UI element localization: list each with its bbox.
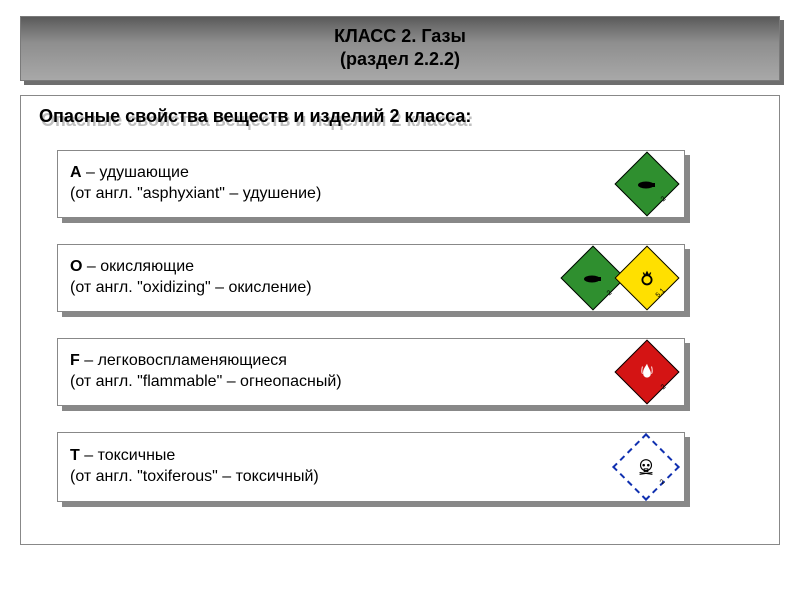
section-title-wrap: Опасные свойства веществ и изделий 2 кла…	[39, 106, 761, 132]
skull-icon: 2	[612, 433, 680, 501]
property-item: A – удушающие (от англ. "asphyxiant" – уд…	[57, 150, 685, 218]
item-letter: O	[70, 258, 82, 275]
header-banner: КЛАСС 2. Газы (раздел 2.2.2)	[20, 16, 780, 81]
item-text: O – окисляющие (от англ. "oxidizing" – ок…	[70, 257, 312, 299]
hazard-number: 2	[660, 195, 668, 203]
gas-cylinder-icon: 2	[614, 151, 679, 216]
item-label: – легковоспламеняющиеся	[80, 352, 287, 369]
hazard-number: 2	[606, 289, 614, 297]
content-panel: Опасные свойства веществ и изделий 2 кла…	[20, 95, 780, 545]
items-list: A – удушающие (от англ. "asphyxiant" – уд…	[39, 150, 761, 502]
pictogram-group: 2	[624, 349, 670, 395]
flame-icon: 2	[614, 339, 679, 404]
item-sub: (от англ. "asphyxiant" – удушение)	[70, 185, 321, 202]
item-text: T – токсичные (от англ. "toxiferous" – то…	[70, 446, 319, 488]
item-letter: A	[70, 164, 82, 181]
header-line1: КЛАСС 2. Газы	[21, 25, 779, 48]
item-letter: T	[70, 447, 80, 464]
item-sub: (от англ. "toxiferous" – токсичный)	[70, 468, 319, 485]
pictogram-group: 2 5.1	[570, 255, 670, 301]
pictogram-group: 2	[624, 161, 670, 207]
hazard-number: 5.1	[655, 287, 667, 299]
property-item: T – токсичные (от англ. "toxiferous" – то…	[57, 432, 685, 502]
item-label: – удушающие	[82, 164, 189, 181]
item-letter: F	[70, 352, 80, 369]
pictogram-group: 2	[622, 443, 670, 491]
property-item: O – окисляющие (от англ. "oxidizing" – ок…	[57, 244, 685, 312]
property-item: F – легковоспламеняющиеся (от англ. "flam…	[57, 338, 685, 406]
item-text: F – легковоспламеняющиеся (от англ. "flam…	[70, 351, 342, 393]
header-line2: (раздел 2.2.2)	[21, 48, 779, 71]
item-sub: (от англ. "flammable" – огнеопасный)	[70, 373, 342, 390]
item-label: – окисляющие	[82, 258, 194, 275]
item-sub: (от англ. "oxidizing" – окисление)	[70, 279, 312, 296]
oxidizer-icon: 5.1	[614, 245, 679, 310]
hazard-number: 2	[660, 383, 668, 391]
item-text: A – удушающие (от англ. "asphyxiant" – уд…	[70, 163, 321, 205]
section-title: Опасные свойства веществ и изделий 2 кла…	[39, 106, 471, 127]
item-label: – токсичные	[80, 447, 176, 464]
hazard-number: 2	[659, 478, 667, 486]
